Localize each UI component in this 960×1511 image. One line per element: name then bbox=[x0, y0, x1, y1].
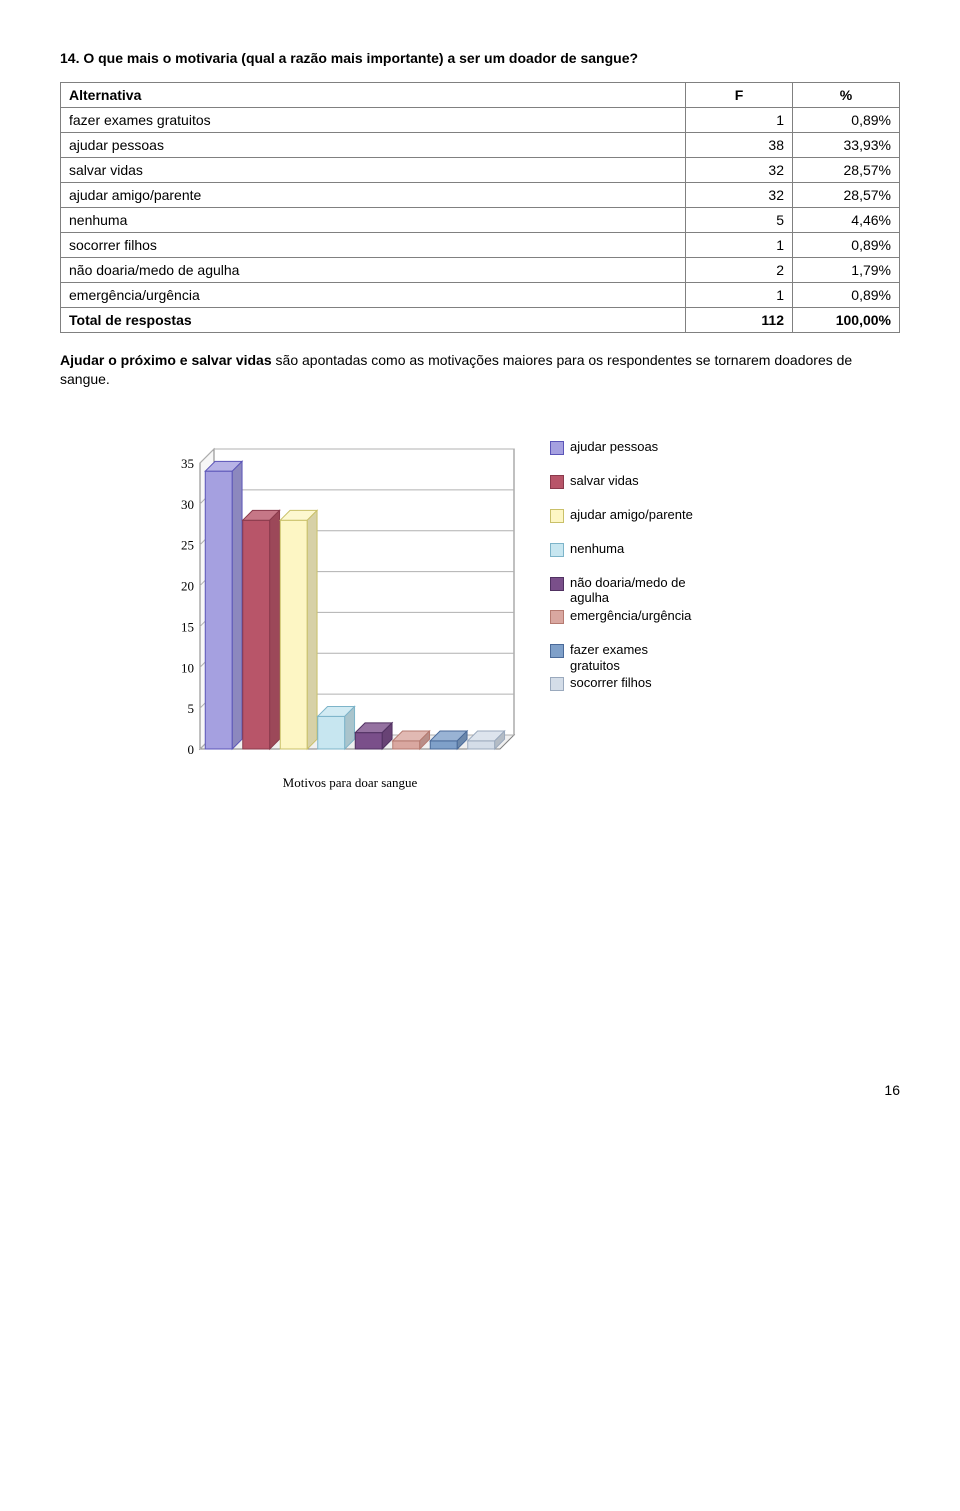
question-title: 14. O que mais o motivaria (qual a razão… bbox=[60, 50, 900, 66]
cell-f: 32 bbox=[686, 158, 793, 183]
cell-label: ajudar pessoas bbox=[61, 133, 686, 158]
svg-text:10: 10 bbox=[181, 660, 194, 675]
legend-item: emergência/urgência bbox=[550, 608, 693, 624]
cell-f: 38 bbox=[686, 133, 793, 158]
cell-label: socorrer filhos bbox=[61, 233, 686, 258]
svg-text:Motivos para doar sangue: Motivos para doar sangue bbox=[283, 775, 418, 790]
cell-f: 5 bbox=[686, 208, 793, 233]
legend-swatch bbox=[550, 543, 564, 557]
cell-f: 1 bbox=[686, 283, 793, 308]
cell-pct: 0,89% bbox=[793, 283, 900, 308]
svg-text:35: 35 bbox=[181, 456, 194, 471]
cell-pct: 1,79% bbox=[793, 258, 900, 283]
cell-f: 1 bbox=[686, 233, 793, 258]
cell-f: 2 bbox=[686, 258, 793, 283]
table-row: não doaria/medo de agulha21,79% bbox=[61, 258, 900, 283]
cell-pct: 0,89% bbox=[793, 108, 900, 133]
legend-label: emergência/urgência bbox=[570, 608, 691, 624]
summary-text: Ajudar o próximo e salvar vidas são apon… bbox=[60, 351, 900, 389]
legend-item: fazer examesgratuitos bbox=[550, 642, 693, 673]
th-alt: Alternativa bbox=[61, 83, 686, 108]
legend-label: ajudar amigo/parente bbox=[570, 507, 693, 523]
svg-text:15: 15 bbox=[181, 619, 194, 634]
bar-chart: 0 5 10 15 20 25 30 35 Motivos para doar sangue bbox=[150, 439, 530, 799]
cell-pct: 28,57% bbox=[793, 183, 900, 208]
table-row: nenhuma54,46% bbox=[61, 208, 900, 233]
legend-swatch bbox=[550, 475, 564, 489]
legend-item: socorrer filhos bbox=[550, 675, 693, 691]
legend-label: socorrer filhos bbox=[570, 675, 652, 691]
cell-pct: 4,46% bbox=[793, 208, 900, 233]
legend-swatch bbox=[550, 677, 564, 691]
table-row: ajudar pessoas3833,93% bbox=[61, 133, 900, 158]
legend-label: salvar vidas bbox=[570, 473, 639, 489]
table-row: socorrer filhos10,89% bbox=[61, 233, 900, 258]
cell-f: 1 bbox=[686, 108, 793, 133]
legend-item: salvar vidas bbox=[550, 473, 693, 489]
legend-swatch bbox=[550, 610, 564, 624]
chart-svg-holder: 0 5 10 15 20 25 30 35 Motivos para doar sangue bbox=[150, 439, 530, 802]
th-f: F bbox=[686, 83, 793, 108]
table-row: emergência/urgência10,89% bbox=[61, 283, 900, 308]
cell-pct: 33,93% bbox=[793, 133, 900, 158]
table-row: ajudar amigo/parente3228,57% bbox=[61, 183, 900, 208]
table-total-row: Total de respostas 112 100,00% bbox=[61, 308, 900, 333]
total-pct: 100,00% bbox=[793, 308, 900, 333]
legend-label: ajudar pessoas bbox=[570, 439, 658, 455]
cell-pct: 28,57% bbox=[793, 158, 900, 183]
legend-item: nenhuma bbox=[550, 541, 693, 557]
page-number: 16 bbox=[60, 1082, 900, 1098]
legend-swatch bbox=[550, 509, 564, 523]
cell-label: emergência/urgência bbox=[61, 283, 686, 308]
svg-text:0: 0 bbox=[188, 742, 195, 757]
legend-label: não doaria/medo deagulha bbox=[570, 575, 686, 606]
cell-label: não doaria/medo de agulha bbox=[61, 258, 686, 283]
svg-text:25: 25 bbox=[181, 537, 194, 552]
cell-f: 32 bbox=[686, 183, 793, 208]
legend-item: ajudar pessoas bbox=[550, 439, 693, 455]
cell-label: fazer exames gratuitos bbox=[61, 108, 686, 133]
legend-item: não doaria/medo deagulha bbox=[550, 575, 693, 606]
svg-text:30: 30 bbox=[181, 497, 194, 512]
th-pct: % bbox=[793, 83, 900, 108]
svg-text:5: 5 bbox=[188, 701, 195, 716]
total-label: Total de respostas bbox=[61, 308, 686, 333]
legend-item: ajudar amigo/parente bbox=[550, 507, 693, 523]
legend-swatch bbox=[550, 577, 564, 591]
table-row: fazer exames gratuitos10,89% bbox=[61, 108, 900, 133]
legend-swatch bbox=[550, 441, 564, 455]
data-table: Alternativa F % fazer exames gratuitos10… bbox=[60, 82, 900, 333]
chart-legend: ajudar pessoas salvar vidas ajudar amigo/p… bbox=[550, 439, 693, 709]
cell-label: salvar vidas bbox=[61, 158, 686, 183]
cell-label: nenhuma bbox=[61, 208, 686, 233]
chart-container: 0 5 10 15 20 25 30 35 Motivos para doar sangue a… bbox=[150, 439, 810, 802]
legend-label: nenhuma bbox=[570, 541, 624, 557]
cell-label: ajudar amigo/parente bbox=[61, 183, 686, 208]
svg-text:20: 20 bbox=[181, 578, 194, 593]
cell-pct: 0,89% bbox=[793, 233, 900, 258]
total-f: 112 bbox=[686, 308, 793, 333]
legend-label: fazer examesgratuitos bbox=[570, 642, 648, 673]
legend-swatch bbox=[550, 644, 564, 658]
summary-bold: Ajudar o próximo e salvar vidas bbox=[60, 352, 272, 368]
table-row: salvar vidas3228,57% bbox=[61, 158, 900, 183]
